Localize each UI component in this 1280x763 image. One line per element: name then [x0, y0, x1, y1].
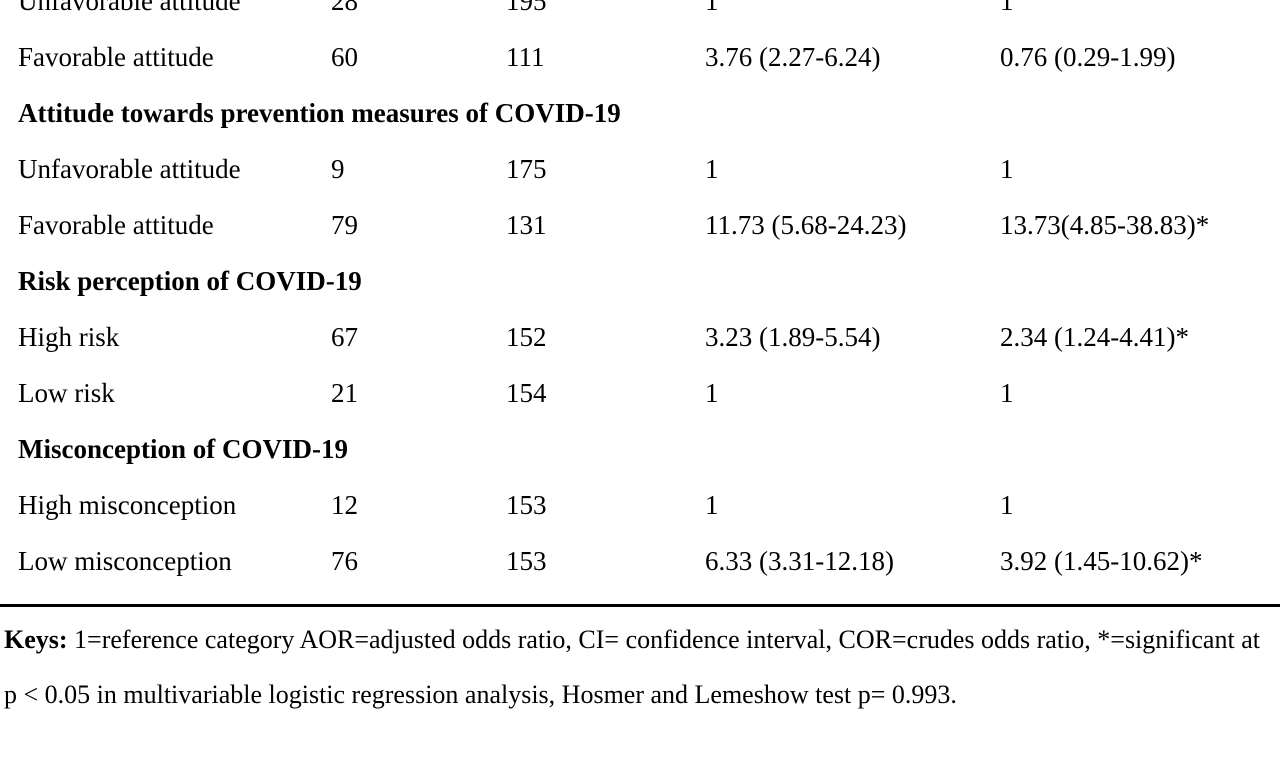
count-cell: 28 — [331, 0, 358, 16]
count-cell: 152 — [506, 322, 547, 352]
count-cell: 76 — [331, 546, 358, 576]
aor-cell: 3.92 (1.45-10.62)* — [1000, 546, 1203, 576]
count-cell: 67 — [331, 322, 358, 352]
table-row: Unfavorable attitude 28 195 1 1 — [0, 0, 1280, 56]
row-label: Favorable attitude — [18, 210, 214, 240]
table-row: High risk 67 152 3.23 (1.89-5.54) 2.34 (… — [0, 322, 1280, 392]
section-heading: Risk perception of COVID-19 — [18, 266, 362, 296]
results-table: Unfavorable attitude 28 195 1 1 Favorabl… — [0, 0, 1280, 616]
aor-cell: 1 — [1000, 378, 1014, 408]
cor-cell: 3.23 (1.89-5.54) — [705, 322, 881, 352]
row-label: Low misconception — [18, 546, 232, 576]
cor-cell: 3.76 (2.27-6.24) — [705, 42, 881, 72]
table-row: Unfavorable attitude 9 175 1 1 — [0, 154, 1280, 224]
aor-cell: 1 — [1000, 154, 1014, 184]
count-cell: 111 — [506, 42, 545, 72]
section-header-row: Misconception of COVID-19 — [0, 434, 1280, 504]
count-cell: 79 — [331, 210, 358, 240]
count-cell: 60 — [331, 42, 358, 72]
cor-cell: 11.73 (5.68-24.23) — [705, 210, 907, 240]
count-cell: 195 — [506, 0, 547, 16]
aor-cell: 1 — [1000, 0, 1014, 16]
count-cell: 153 — [506, 546, 547, 576]
count-cell: 153 — [506, 490, 547, 520]
table-footnote: Keys: 1=reference category AOR=adjusted … — [4, 612, 1266, 722]
cor-cell: 1 — [705, 490, 719, 520]
count-cell: 21 — [331, 378, 358, 408]
count-cell: 131 — [506, 210, 547, 240]
aor-cell: 13.73(4.85-38.83)* — [1000, 210, 1210, 240]
cor-cell: 6.33 (3.31-12.18) — [705, 546, 894, 576]
table-row: High misconception 12 153 1 1 — [0, 490, 1280, 560]
row-label: Favorable attitude — [18, 42, 214, 72]
aor-cell: 2.34 (1.24-4.41)* — [1000, 322, 1189, 352]
cor-cell: 1 — [705, 378, 719, 408]
cor-cell: 1 — [705, 0, 719, 16]
aor-cell: 1 — [1000, 490, 1014, 520]
section-header-row: Risk perception of COVID-19 — [0, 266, 1280, 336]
row-label: Low risk — [18, 378, 115, 408]
count-cell: 12 — [331, 490, 358, 520]
cor-cell: 1 — [705, 154, 719, 184]
footnote-text: 1=reference category AOR=adjusted odds r… — [4, 625, 1260, 709]
table-bottom-rule — [0, 604, 1280, 607]
section-header-row: Attitude towards prevention measures of … — [0, 98, 1280, 168]
count-cell: 154 — [506, 378, 547, 408]
row-label: High misconception — [18, 490, 237, 520]
table-row: Favorable attitude 79 131 11.73 (5.68-24… — [0, 210, 1280, 280]
row-label: Unfavorable attitude — [18, 154, 241, 184]
row-label: Unfavorable attitude — [18, 0, 241, 16]
count-cell: 175 — [506, 154, 547, 184]
count-cell: 9 — [331, 154, 345, 184]
row-label: High risk — [18, 322, 120, 352]
section-heading: Attitude towards prevention measures of … — [18, 98, 621, 128]
table-row: Low misconception 76 153 6.33 (3.31-12.1… — [0, 546, 1280, 616]
footnote-label: Keys: — [4, 625, 68, 654]
section-heading: Misconception of COVID-19 — [18, 434, 348, 464]
table-row: Favorable attitude 60 111 3.76 (2.27-6.2… — [0, 42, 1280, 112]
aor-cell: 0.76 (0.29-1.99) — [1000, 42, 1176, 72]
table-row: Low risk 21 154 1 1 — [0, 378, 1280, 448]
